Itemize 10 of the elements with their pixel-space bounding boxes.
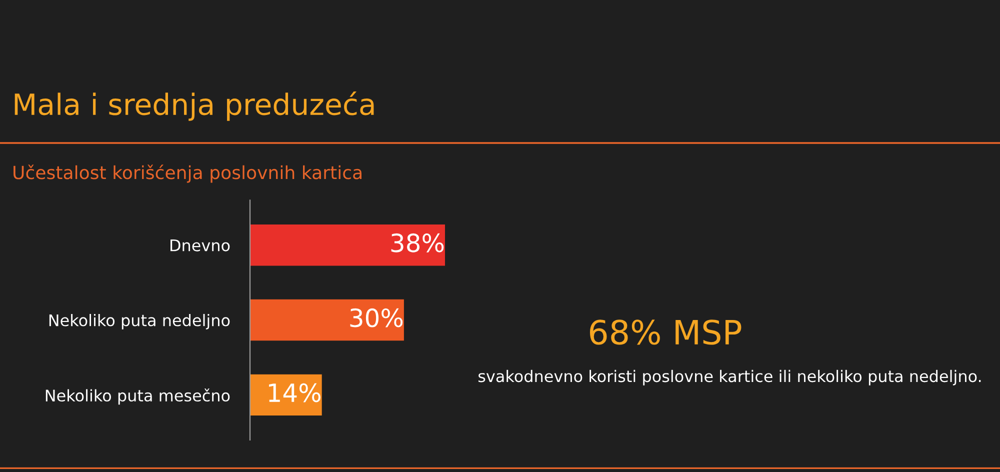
text: svakodnevno koristi poslovne kartice ili nekoliko puta nedeljno.: [478, 370, 981, 386]
chart-subtitle: Učestalost korišćenja poslovnih kartica: [14, 164, 362, 183]
y-tick-label: Nekoliko puta mesečno: [46, 388, 230, 405]
data-label: 38%: [391, 233, 444, 252]
data-label: 30%: [350, 308, 403, 328]
y-tick-label: Nekoliko puta nedeljno: [49, 314, 230, 330]
data-label: 14%: [269, 383, 320, 402]
chart-title: Mala i srednja preduzeća: [14, 92, 374, 121]
text: 68% MSP: [590, 320, 742, 345]
y-tick-label: Dnevno: [170, 240, 230, 252]
